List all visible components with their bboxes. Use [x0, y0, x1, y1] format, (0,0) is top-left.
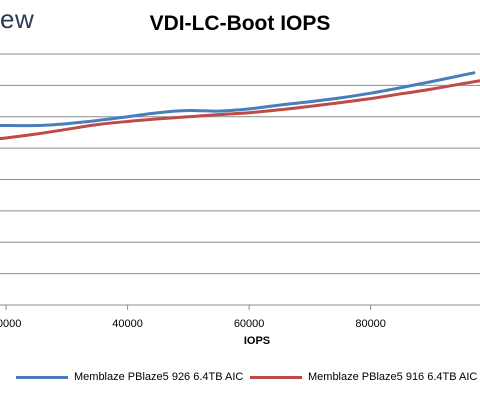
x-axis: 20000 40000 60000 80000	[0, 304, 480, 330]
x-axis-label: IOPS	[243, 335, 271, 347]
legend-item-916: Memblaze PBlaze5 916 6.4TB AIC	[250, 371, 477, 383]
legend-item-926: Memblaze PBlaze5 926 6.4TB AIC	[16, 371, 243, 383]
chart-title: VDI-LC-Boot IOPS	[149, 12, 331, 35]
gridlines	[0, 53, 480, 275]
x-tick-label-2: 60000	[234, 318, 265, 330]
series-line-1	[0, 79, 480, 141]
legend-swatch-926	[16, 375, 68, 379]
legend: Memblaze PBlaze5 926 6.4TB AIC Memblaze …	[0, 371, 480, 391]
brand-logo-fragment: ew	[0, 4, 35, 34]
series-lines	[0, 71, 480, 141]
x-tick-label-3: 80000	[355, 318, 386, 330]
legend-label-916: Memblaze PBlaze5 916 6.4TB AIC	[308, 371, 478, 383]
legend-label-926: Memblaze PBlaze5 926 6.4TB AIC	[74, 371, 244, 383]
x-tick-label-1: 40000	[112, 318, 143, 330]
x-tick-label-0: 20000	[0, 318, 21, 330]
series-line-0	[0, 71, 476, 128]
legend-swatch-916	[250, 375, 302, 379]
